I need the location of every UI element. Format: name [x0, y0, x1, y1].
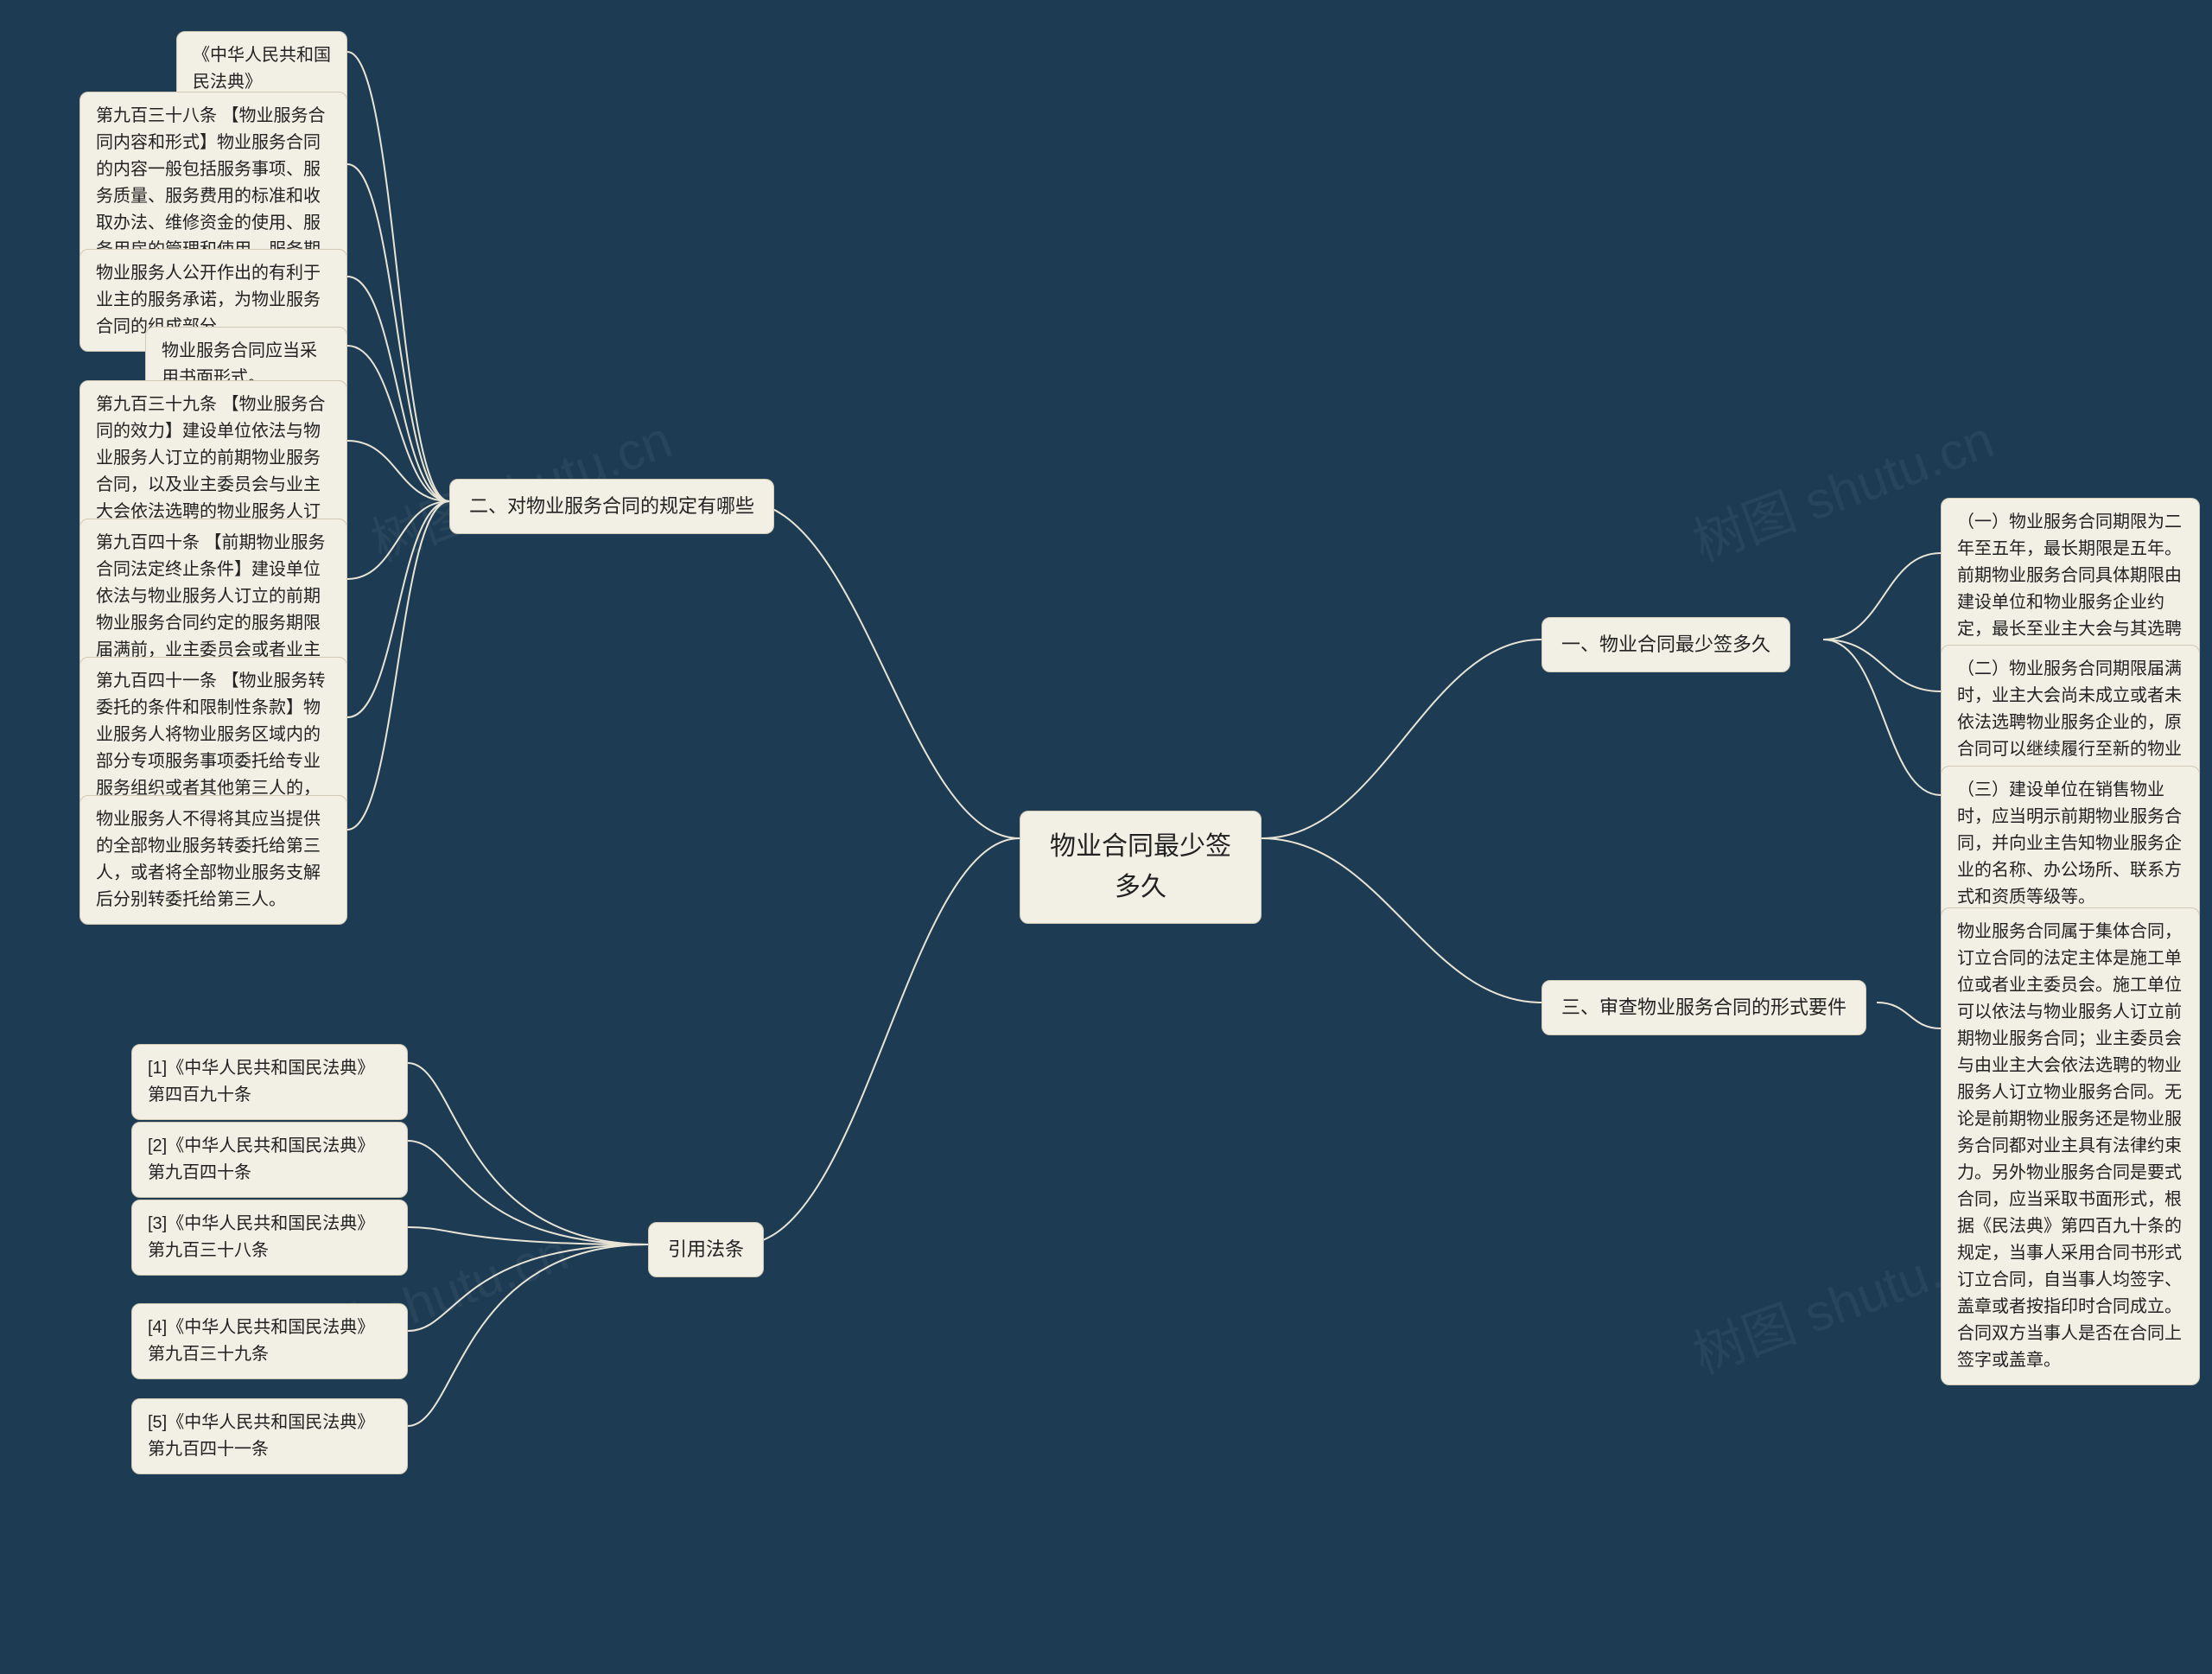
leaf-b1-2: （三）建设单位在销售物业时，应当明示前期物业服务合同，并向业主告知物业服务企业的…	[1941, 766, 2200, 922]
branch-3: 三、审查物业服务合同的形式要件	[1541, 980, 1866, 1035]
leaf-cite-1: [2]《中华人民共和国民法典》 第九百四十条	[131, 1122, 408, 1198]
mindmap-canvas: 树图 shutu.cn 树图 shutu.cn 树图 shutu.cn 树图 s…	[0, 0, 2212, 1674]
leaf-cite-0: [1]《中华人民共和国民法典》 第四百九十条	[131, 1044, 408, 1120]
branch-1: 一、物业合同最少签多久	[1541, 617, 1790, 672]
branch-cite: 引用法条	[648, 1222, 764, 1277]
leaf-cite-3: [4]《中华人民共和国民法典》 第九百三十九条	[131, 1303, 408, 1379]
branch-2: 二、对物业服务合同的规定有哪些	[449, 479, 774, 534]
leaf-cite-4: [5]《中华人民共和国民法典》 第九百四十一条	[131, 1398, 408, 1474]
leaf-b3-0: 物业服务合同属于集体合同，订立合同的法定主体是施工单位或者业主委员会。施工单位可…	[1941, 907, 2200, 1385]
center-node: 物业合同最少签多久	[1020, 811, 1262, 924]
leaf-cite-2: [3]《中华人民共和国民法典》 第九百三十八条	[131, 1200, 408, 1276]
leaf-b2-7: 物业服务人不得将其应当提供的全部物业服务转委托给第三人，或者将全部物业服务支解后…	[79, 795, 347, 925]
